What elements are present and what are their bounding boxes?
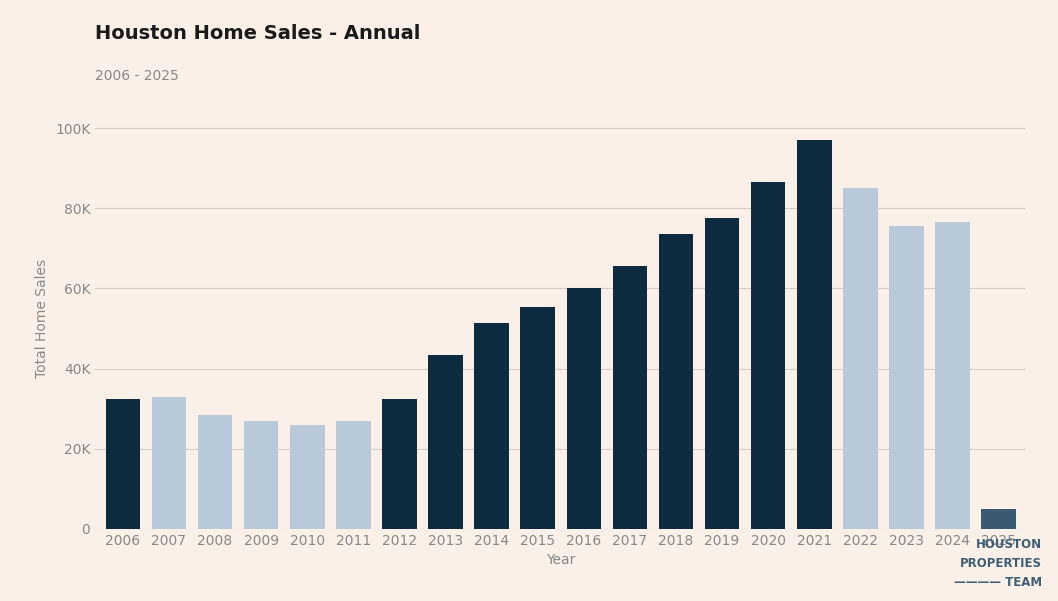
Bar (613, 266, 647, 529)
Bar (106, 398, 140, 529)
Bar (151, 397, 186, 529)
Bar (382, 398, 417, 529)
Bar (889, 227, 924, 529)
Bar (566, 288, 601, 529)
Bar (474, 323, 509, 529)
Y-axis label: Total Home Sales: Total Home Sales (35, 259, 50, 378)
Bar (705, 218, 740, 529)
X-axis label: Year: Year (546, 554, 576, 567)
Bar (751, 182, 785, 529)
Bar (797, 140, 832, 529)
Bar (935, 222, 970, 529)
Text: Houston Home Sales - Annual: Houston Home Sales - Annual (95, 24, 421, 43)
Text: HOUSTON
PROPERTIES
———— TEAM: HOUSTON PROPERTIES ———— TEAM (954, 538, 1042, 589)
Bar (982, 509, 1016, 529)
Bar (336, 421, 370, 529)
Bar (428, 355, 462, 529)
Text: 2006 - 2025: 2006 - 2025 (95, 69, 179, 83)
Bar (290, 425, 325, 529)
Bar (843, 188, 878, 529)
Bar (198, 415, 233, 529)
Bar (243, 421, 278, 529)
Bar (521, 307, 555, 529)
Bar (659, 234, 693, 529)
